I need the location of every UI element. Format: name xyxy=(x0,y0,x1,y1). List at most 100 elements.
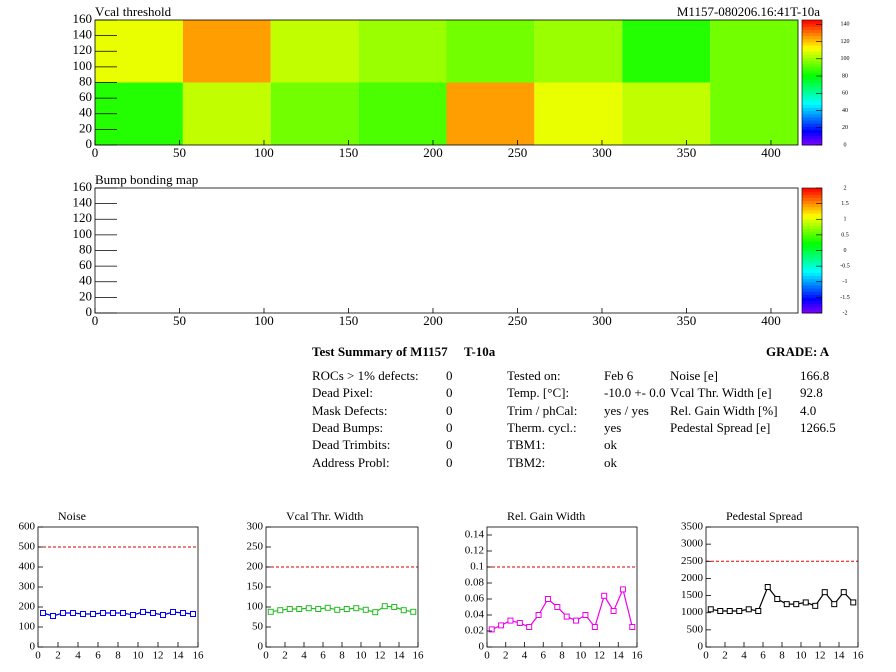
y-tick-label: 1500 xyxy=(681,589,704,601)
colorbar-step xyxy=(802,41,822,46)
summary-value: ok xyxy=(604,454,617,470)
heat-cell xyxy=(270,20,359,83)
colorbar-step xyxy=(802,98,822,102)
y-tick-label: 40 xyxy=(79,105,92,120)
x-tick-label: 4 xyxy=(522,650,528,662)
colorbar-step xyxy=(802,309,822,314)
colorbar-step xyxy=(802,231,822,236)
y-tick-label: 60 xyxy=(79,257,92,272)
colorbar-step xyxy=(802,250,822,255)
x-tick-label: 2 xyxy=(503,650,509,662)
marker xyxy=(324,604,331,611)
colorbar-step xyxy=(802,256,822,261)
y-tick-label: 160 xyxy=(73,179,93,194)
summary-tag: T-10a xyxy=(464,344,496,359)
heat-cell xyxy=(534,82,623,145)
y-tick-label: 100 xyxy=(19,621,36,633)
colorbar-step xyxy=(802,76,822,80)
colorbar-step xyxy=(802,48,822,52)
marker xyxy=(334,606,341,613)
marker xyxy=(573,617,580,624)
y-tick-label: 140 xyxy=(73,195,93,210)
x-tick-label: 6 xyxy=(95,650,101,662)
marker xyxy=(410,608,417,615)
summary-label: Vcal Thr. Width [e] xyxy=(670,385,772,401)
x-tick-label: 400 xyxy=(761,313,781,328)
colorbar-step xyxy=(802,85,822,90)
z-tick-label: 40 xyxy=(842,108,848,114)
summary-label: Dead Trimbits: xyxy=(312,437,391,453)
heat-cell xyxy=(270,82,359,145)
marker xyxy=(277,607,284,614)
x-tick-label: 0 xyxy=(703,650,709,662)
marker xyxy=(372,609,379,616)
marker xyxy=(60,610,66,616)
summary-label: Pedestal Spread [e] xyxy=(670,419,771,435)
marker xyxy=(544,596,551,602)
x-tick-label: 16 xyxy=(853,650,865,662)
marker xyxy=(180,610,186,616)
summary-label: Mask Defects: xyxy=(312,402,388,418)
colorbar-step xyxy=(802,113,822,118)
colorbar-step xyxy=(802,104,822,108)
colorbar-step xyxy=(802,206,822,211)
marker xyxy=(305,605,312,612)
colorbar-step xyxy=(802,132,822,137)
x-tick-label: 0 xyxy=(35,650,41,662)
colorbar-step xyxy=(802,32,822,37)
y-tick-label: 0.06 xyxy=(465,593,485,605)
colorbar-step xyxy=(802,306,822,311)
colorbar-step xyxy=(802,73,822,77)
marker xyxy=(516,620,523,626)
marker xyxy=(362,606,369,613)
marker xyxy=(610,608,617,614)
summary-value: 0 xyxy=(446,402,453,418)
marker xyxy=(783,601,790,608)
series-line xyxy=(710,585,854,612)
summary-value: 0 xyxy=(446,385,453,401)
marker xyxy=(286,606,293,612)
colorbar-step xyxy=(802,213,822,217)
y-tick-label: 20 xyxy=(79,288,92,303)
x-tick-label: 350 xyxy=(677,313,697,328)
y-tick-label: 140 xyxy=(73,27,93,42)
x-tick-label: 100 xyxy=(254,313,274,328)
x-tick-label: 2 xyxy=(282,650,288,662)
x-tick-label: 10 xyxy=(796,650,808,662)
colorbar-step xyxy=(802,303,822,308)
colorbar-step xyxy=(802,20,822,24)
marker xyxy=(764,584,771,590)
grade: GRADE: A xyxy=(766,344,830,359)
chart: Rel. Gain Width 0 0.02 0.04 0.06 0.08 0.1 0.12 0… xyxy=(465,509,643,662)
annotation: M1157-080206.16:41T-10a xyxy=(677,4,820,19)
heat-cell xyxy=(710,82,798,145)
marker xyxy=(793,601,800,608)
colorbar-step xyxy=(802,135,822,140)
x-tick-label: 16 xyxy=(413,650,425,662)
marker xyxy=(120,610,126,616)
summary-label: TBM2: xyxy=(507,454,546,470)
marker xyxy=(812,602,819,609)
summary-label: Tested on: xyxy=(507,368,561,383)
marker xyxy=(498,622,505,629)
chart: Bump bonding map-2-1.5-1-0.500.511.52020… xyxy=(73,172,850,328)
y-tick-label: 100 xyxy=(247,601,264,613)
y-tick-label: 3500 xyxy=(681,521,704,533)
x-tick-label: 200 xyxy=(423,313,443,328)
colorbar-step xyxy=(802,272,822,276)
y-tick-label: 80 xyxy=(79,73,92,88)
y-tick-label: 2500 xyxy=(681,555,704,567)
marker xyxy=(619,586,626,593)
colorbar-step xyxy=(802,70,822,74)
colorbar-step xyxy=(802,300,822,305)
y-tick-label: 120 xyxy=(73,210,93,225)
summary-value: 92.8 xyxy=(800,385,823,401)
colorbar-step xyxy=(802,253,822,258)
y-tick-label: 500 xyxy=(19,541,36,553)
summary-label: ROCs > 1% defects: xyxy=(312,368,419,383)
y-tick-label: 0.08 xyxy=(465,577,485,589)
y-tick-label: 0 xyxy=(698,641,704,653)
series-line xyxy=(491,587,633,630)
z-tick-label: 120 xyxy=(841,39,850,45)
marker xyxy=(745,606,752,613)
